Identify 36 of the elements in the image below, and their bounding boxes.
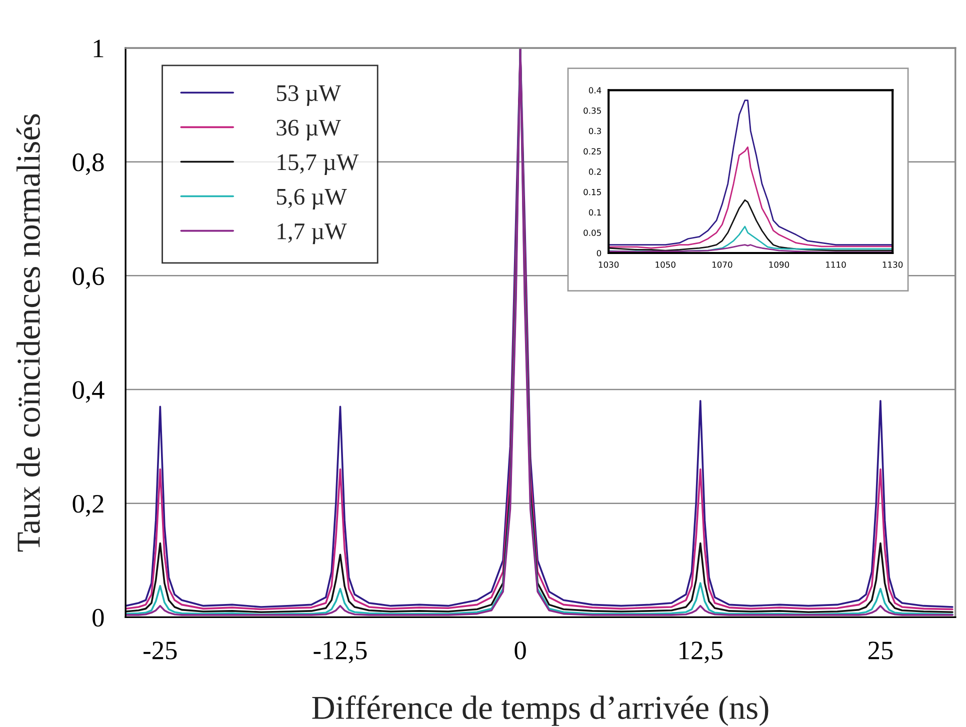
y-tick-label: 0.2 (588, 168, 601, 175)
x-tick-label: 1090 (769, 261, 790, 268)
y-tick-label: 0,8 (72, 153, 104, 176)
y-tick-label: 0,2 (72, 494, 104, 517)
y-tick-label: 0.1 (588, 209, 601, 216)
x-tick-label: 1110 (826, 261, 846, 268)
legend-label: 15,7 µW (278, 154, 359, 176)
line-series (608, 146, 893, 249)
x-tick-label: 1030 (598, 261, 619, 268)
y-tick-label: 0,4 (72, 381, 104, 403)
x-tick-label: 1130 (882, 261, 903, 268)
y-axis-title: Taux de coïncidences normalisés (16, 114, 40, 552)
line-series (608, 100, 893, 246)
x-tick-label: 1070 (712, 261, 732, 268)
x-tick-label: -12,5 (314, 642, 367, 664)
legend-label: 36 µW (276, 120, 341, 140)
x-tick-label: 12,5 (680, 642, 722, 664)
y-tick-label: 0.3 (588, 128, 601, 134)
legend-label: 53 µW (276, 85, 341, 106)
legend-label: 5,6 µW (276, 188, 347, 210)
y-tick-label: 0,6 (72, 267, 104, 289)
y-tick-label: 0.25 (584, 148, 601, 154)
y-tick-label: 1 (94, 40, 104, 58)
y-tick-label: 0 (92, 608, 104, 627)
x-tick-label: -25 (144, 642, 177, 660)
y-tick-label: 0 (596, 250, 602, 256)
line-series (608, 199, 893, 252)
y-tick-label: 0.05 (584, 230, 601, 236)
y-tick-label: 0.35 (584, 107, 601, 114)
x-tick-label: 0 (514, 642, 526, 660)
y-tick-label: 0.15 (584, 188, 601, 196)
y-tick-label: 0.4 (588, 87, 602, 94)
x-tick-label: 1050 (656, 261, 676, 268)
x-tick-label: 25 (868, 642, 893, 660)
x-axis-title: Différence de temps d’arrivée (ns) (312, 695, 768, 726)
legend-label: 1,7 µW (278, 223, 347, 244)
